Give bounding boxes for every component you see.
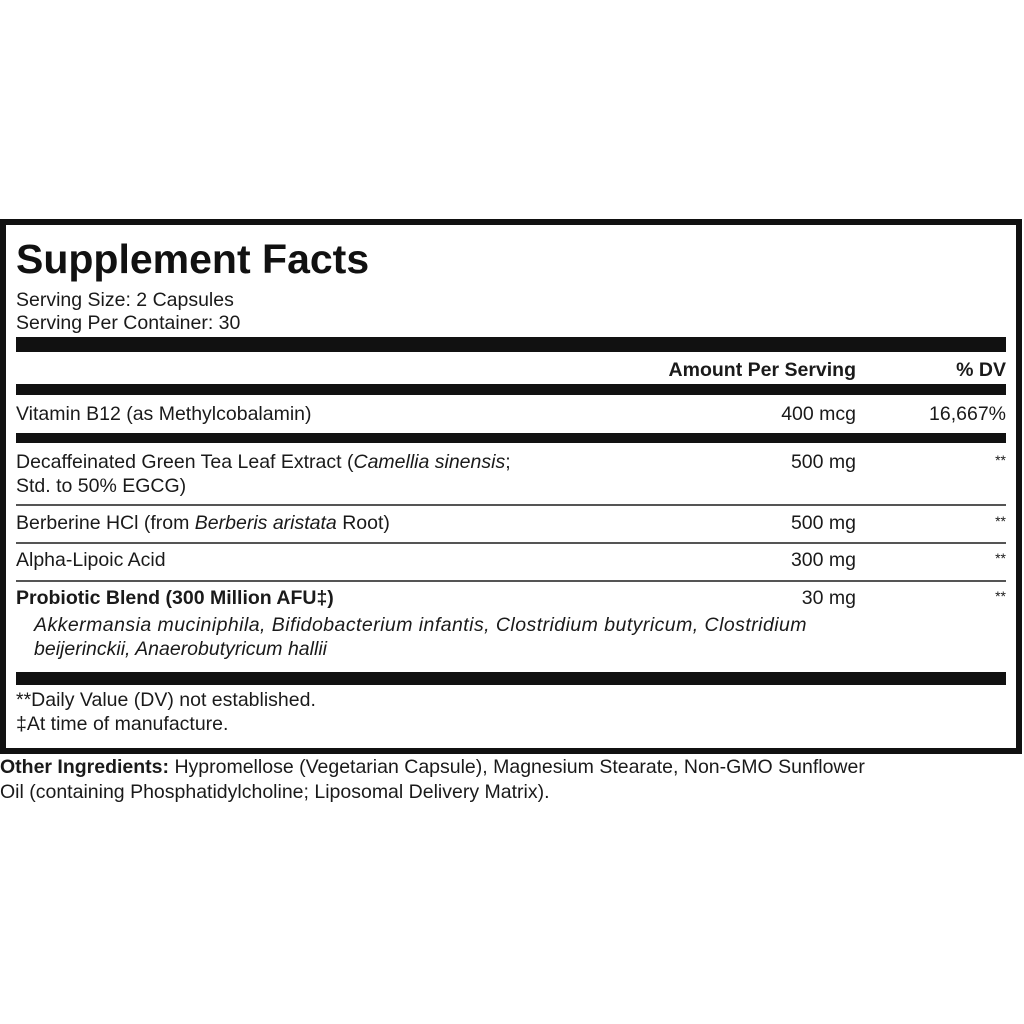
probiotic-strains-line2: beijerinckii, Anaerobutyricum hallii xyxy=(34,638,327,660)
ingredient-name-line2: Std. to 50% EGCG) xyxy=(16,475,187,497)
ingredient-dv: ** xyxy=(995,513,1006,529)
serving-size: Serving Size: 2 Capsules xyxy=(16,289,234,311)
ingredient-dv: ** xyxy=(995,452,1006,468)
footnote-manufacture: ‡At time of manufacture. xyxy=(16,713,229,735)
other-ingredients: Other Ingredients: Hypromellose (Vegetar… xyxy=(0,756,865,778)
ingredient-name: Berberine HCl (from Berberis aristata Ro… xyxy=(16,512,390,534)
servings-per-container: Serving Per Container: 30 xyxy=(16,312,241,334)
ingredient-dv: ** xyxy=(995,588,1006,604)
divider-thin xyxy=(16,542,1006,544)
probiotic-strains: Akkermansia muciniphila, Bifidobacterium… xyxy=(34,614,808,636)
ingredient-amount: 500 mg xyxy=(790,512,856,534)
panel-title: Supplement Facts xyxy=(16,236,370,282)
ingredient-name: Decaffeinated Green Tea Leaf Extract (Ca… xyxy=(16,451,511,473)
ingredient-amount: 30 mg xyxy=(801,587,856,609)
ingredient-amount: 300 mg xyxy=(790,549,856,571)
ingredient-dv: ** xyxy=(995,550,1006,566)
divider-thin xyxy=(16,504,1006,506)
ingredient-name: Alpha-Lipoic Acid xyxy=(16,549,166,571)
divider-medium xyxy=(16,384,1006,395)
divider-thin xyxy=(16,580,1006,582)
divider-thick xyxy=(16,672,1006,685)
ingredient-name: Vitamin B12 (as Methylcobalamin) xyxy=(16,403,312,425)
header-dv: % DV xyxy=(956,359,1006,381)
other-ingredients-line2: Oil (containing Phosphatidylcholine; Lip… xyxy=(0,781,550,803)
divider-thick xyxy=(16,337,1006,352)
header-amount: Amount Per Serving xyxy=(668,359,856,381)
ingredient-name: Probiotic Blend (300 Million AFU‡) xyxy=(16,587,334,609)
ingredient-dv: 16,667% xyxy=(929,403,1006,425)
supplement-facts-panel: Supplement Facts Serving Size: 2 Capsule… xyxy=(0,219,1022,754)
divider-medium xyxy=(16,433,1006,443)
ingredient-amount: 400 mcg xyxy=(781,403,856,425)
footnote-dv: **Daily Value (DV) not established. xyxy=(16,689,316,711)
ingredient-amount: 500 mg xyxy=(790,451,856,473)
